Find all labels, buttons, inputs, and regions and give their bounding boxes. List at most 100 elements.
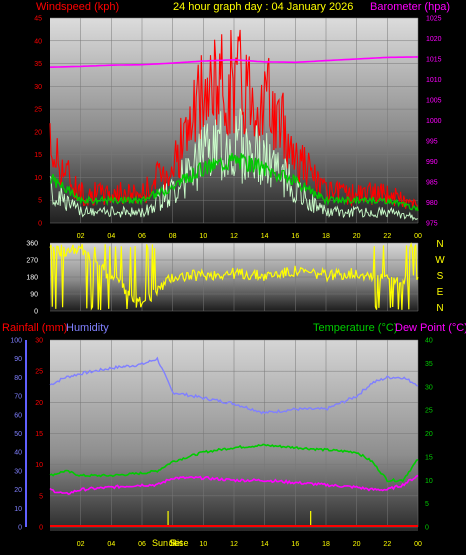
humidity-tick-label: 80	[14, 375, 22, 382]
wind-x-tick-label: 20	[353, 233, 361, 240]
barometer-tick-label: 1020	[426, 36, 442, 43]
wind-x-tick-label: 02	[77, 233, 85, 240]
humidity-tick-label: 100	[10, 338, 22, 345]
barometer-axis-title: Barometer (hpa)	[370, 1, 450, 13]
temp-x-tick-label: 20	[353, 541, 361, 548]
wind-x-tick-label: 18	[322, 233, 330, 240]
temperature-tick-label: 25	[425, 408, 433, 415]
dewpoint-series	[49, 474, 419, 495]
temperature-tick-label: 30	[425, 384, 433, 391]
barometer-tick-label: 1000	[426, 118, 442, 125]
wind-x-tick-label: 16	[291, 233, 299, 240]
temp-x-tick-label: 14	[261, 541, 269, 548]
wind-tick-label: 25	[34, 107, 42, 114]
wind-direction-series	[49, 242, 419, 311]
humidity-tick-label: 0	[18, 525, 22, 532]
wind-x-tick-label: 00	[414, 233, 422, 240]
rainfall-axis-title: Rainfall (mm)	[2, 322, 67, 334]
wind-tick-label: 45	[34, 16, 42, 23]
wind-tick-label: 5	[38, 198, 42, 205]
compass-label: E	[437, 287, 444, 298]
wind-tick-label: 0	[38, 221, 42, 228]
temp-x-tick-label: 02	[77, 541, 85, 548]
barometer-series	[49, 56, 419, 68]
rainfall-tick-label: 25	[35, 369, 43, 376]
barometer-tick-label: 1015	[426, 57, 442, 64]
wind-tick-label: 30	[34, 84, 42, 91]
barometer-tick-label: 980	[426, 200, 438, 207]
barometer-tick-label: 1005	[426, 98, 442, 105]
windspeed-axis-title: Windspeed (kph)	[36, 1, 119, 13]
rainfall-tick-label: 30	[35, 338, 43, 345]
temperature-series	[49, 443, 419, 483]
direction-tick-label: 360	[26, 241, 38, 248]
wind-tick-label: 15	[34, 152, 42, 159]
temp-x-tick-label: 12	[230, 541, 238, 548]
wind-tick-label: 10	[34, 175, 42, 182]
temp-x-tick-label: 18	[322, 541, 330, 548]
compass-label: N	[436, 303, 443, 314]
barometer-tick-label: 985	[426, 180, 438, 187]
wind-tick-label: 20	[34, 129, 42, 136]
rainfall-tick-label: 15	[35, 431, 43, 438]
compass-label: S	[437, 271, 444, 282]
rainfall-tick-label: 20	[35, 400, 43, 407]
humidity-tick-label: 40	[14, 450, 22, 457]
direction-tick-label: 90	[30, 292, 38, 299]
humidity-axis-title: Humidity	[66, 322, 109, 334]
windspeed-series	[49, 108, 419, 222]
temp-x-tick-label: 04	[107, 541, 115, 548]
wind-x-tick-label: 12	[230, 233, 238, 240]
humidity-tick-label: 60	[14, 412, 22, 419]
humidity-tick-label: 30	[14, 468, 22, 475]
temperature-tick-label: 20	[425, 431, 433, 438]
temperature-tick-label: 40	[425, 338, 433, 345]
barometer-tick-label: 975	[426, 221, 438, 228]
humidity-series	[49, 356, 419, 415]
temperature-axis-title: Temperature (°C)	[313, 322, 397, 334]
rainfall-tick-label: 0	[39, 525, 43, 532]
temperature-tick-label: 5	[425, 501, 429, 508]
wind-average-series	[49, 152, 419, 212]
wind-x-tick-label: 22	[383, 233, 391, 240]
temperature-tick-label: 35	[425, 361, 433, 368]
dewpoint-axis-title: Dew Point (°C)	[395, 322, 466, 334]
wind-x-tick-label: 14	[261, 233, 269, 240]
direction-tick-label: 180	[26, 275, 38, 282]
barometer-tick-label: 1010	[426, 77, 442, 84]
temp-x-tick-label: 10	[199, 541, 207, 548]
compass-label: W	[435, 255, 445, 266]
sunrise-label: Sun Rise	[152, 538, 189, 548]
chart-title: 24 hour graph day : 04 January 2026	[173, 1, 353, 13]
barometer-tick-label: 1025	[426, 16, 442, 23]
compass-label: N	[436, 239, 443, 250]
temp-x-tick-label: 08	[169, 541, 177, 548]
rainfall-tick-label: 10	[35, 462, 43, 469]
wind-tick-label: 35	[34, 61, 42, 68]
wind-x-tick-label: 04	[107, 233, 115, 240]
barometer-tick-label: 990	[426, 159, 438, 166]
humidity-tick-label: 10	[14, 506, 22, 513]
temperature-tick-label: 15	[425, 454, 433, 461]
barometer-tick-label: 995	[426, 139, 438, 146]
temp-x-tick-label: 06	[138, 541, 146, 548]
temperature-tick-label: 10	[425, 478, 433, 485]
wind-x-tick-label: 08	[169, 233, 177, 240]
humidity-tick-label: 70	[14, 394, 22, 401]
sunset-label: Set	[169, 538, 183, 548]
temp-x-tick-label: 16	[291, 541, 299, 548]
direction-tick-label: 270	[26, 258, 38, 265]
temperature-tick-label: 0	[425, 525, 429, 532]
temp-x-tick-label: 22	[383, 541, 391, 548]
wind-x-tick-label: 10	[199, 233, 207, 240]
wind-x-tick-label: 06	[138, 233, 146, 240]
humidity-tick-label: 50	[14, 431, 22, 438]
humidity-tick-label: 90	[14, 356, 22, 363]
wind-tick-label: 40	[34, 38, 42, 45]
humidity-tick-label: 20	[14, 487, 22, 494]
direction-tick-label: 0	[34, 309, 38, 316]
temp-x-tick-label: 00	[414, 541, 422, 548]
rainfall-tick-label: 5	[39, 493, 43, 500]
